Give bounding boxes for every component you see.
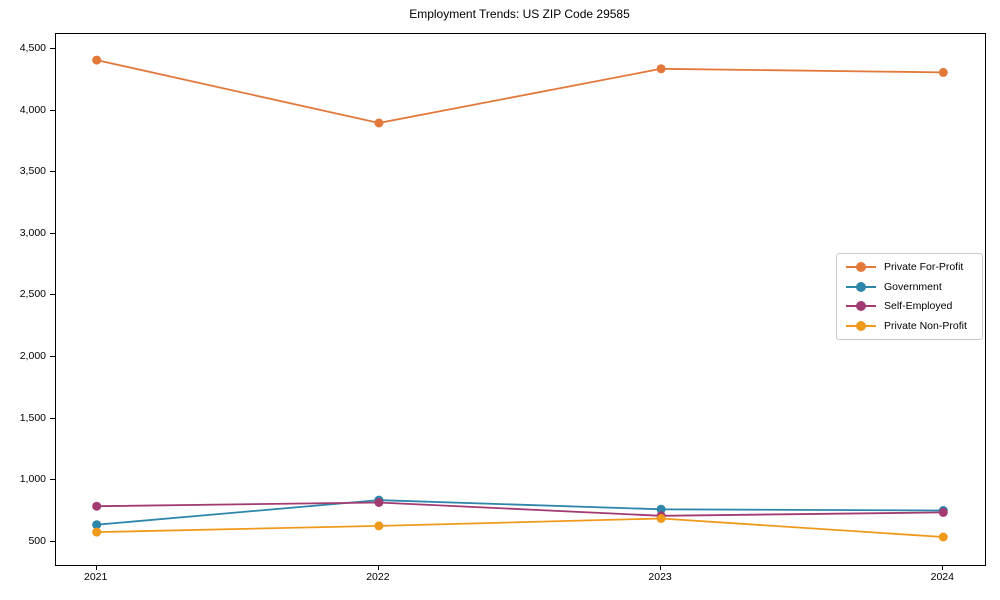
y-tick-mark	[50, 109, 55, 111]
series-marker-private-for-profit	[938, 67, 948, 77]
y-tick-label: 1,000	[19, 473, 46, 486]
y-tick-mark	[50, 48, 55, 50]
series-line-private-for-profit	[96, 59, 944, 124]
y-tick-label: 3,000	[19, 226, 46, 239]
legend: Private For-Profit Government Self-Employe…	[836, 253, 983, 340]
y-tick-mark	[50, 356, 55, 358]
legend-item-private-non-profit: Private Non-Profit	[837, 316, 982, 335]
legend-item-self-employed: Self-Employed	[837, 297, 982, 316]
legend-marker-icon	[846, 281, 876, 292]
series-marker-private-non-profit	[938, 532, 948, 542]
y-tick-label: 4,000	[19, 103, 46, 116]
y-tick-mark	[50, 540, 55, 542]
y-tick-mark	[50, 417, 55, 419]
x-tick-mark	[660, 565, 662, 570]
x-tick-mark	[377, 565, 379, 570]
legend-item-government: Government	[837, 277, 982, 296]
series-marker-self-employed	[92, 501, 102, 511]
y-tick-label: 500	[28, 534, 46, 547]
series-line-self-employed	[96, 501, 944, 517]
legend-item-private-for-profit: Private For-Profit	[837, 258, 982, 277]
series-marker-private-non-profit	[656, 514, 666, 523]
y-tick-label: 1,500	[19, 411, 46, 424]
series-line-government	[96, 499, 944, 526]
x-tick-label: 2024	[930, 571, 954, 583]
legend-label: Self-Employed	[884, 300, 953, 313]
y-tick-label: 3,500	[19, 165, 46, 178]
x-tick-label: 2022	[366, 571, 390, 583]
y-tick-label: 4,500	[19, 42, 46, 55]
y-tick-mark	[50, 171, 55, 173]
series-marker-private-for-profit	[656, 64, 666, 74]
line-chart	[92, 55, 948, 542]
plot-area	[55, 33, 986, 566]
chart-title: Employment Trends: US ZIP Code 29585	[409, 7, 630, 21]
x-tick-mark	[95, 565, 97, 570]
x-tick-label: 2021	[84, 571, 108, 583]
y-tick-label: 2,500	[19, 288, 46, 301]
series-marker-government	[656, 504, 666, 514]
x-tick-label: 2023	[648, 571, 672, 583]
y-tick-mark	[50, 294, 55, 296]
legend-marker-icon	[846, 320, 876, 331]
series-marker-private-for-profit	[374, 118, 384, 128]
legend-label: Private Non-Profit	[884, 319, 967, 332]
series-marker-private-for-profit	[92, 55, 102, 65]
legend-marker-icon	[846, 262, 876, 273]
series-marker-self-employed	[374, 498, 384, 507]
series-line-private-non-profit	[96, 517, 944, 538]
series-marker-private-non-profit	[92, 527, 102, 537]
series-marker-self-employed	[938, 507, 948, 517]
legend-label: Government	[884, 280, 942, 293]
legend-marker-icon	[846, 301, 876, 312]
y-tick-mark	[50, 232, 55, 234]
series-marker-government	[92, 520, 102, 530]
y-tick-mark	[50, 479, 55, 481]
series-marker-private-non-profit	[374, 521, 384, 531]
legend-label: Private For-Profit	[884, 261, 964, 274]
y-tick-label: 2,000	[19, 350, 46, 363]
x-tick-mark	[942, 565, 944, 570]
